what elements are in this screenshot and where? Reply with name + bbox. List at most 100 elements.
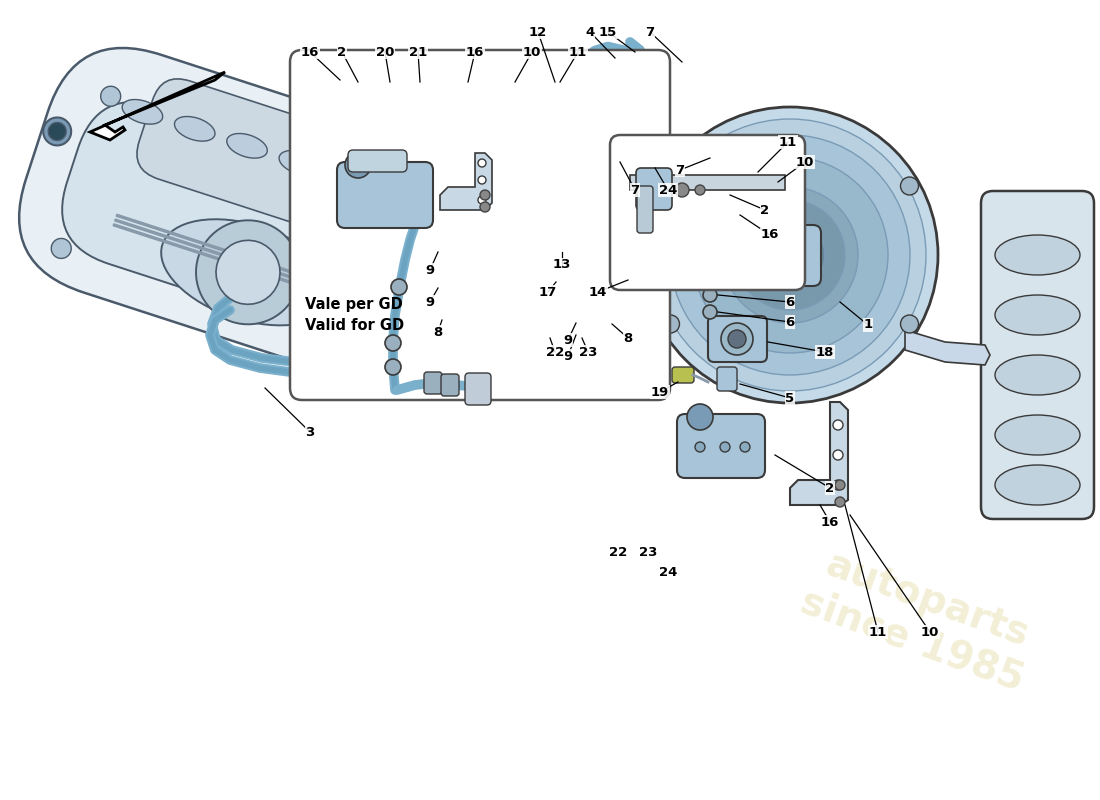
Circle shape [385,335,402,351]
Circle shape [216,240,280,304]
Circle shape [833,480,843,490]
Text: 2: 2 [825,482,835,494]
FancyBboxPatch shape [290,50,670,400]
Circle shape [385,359,402,375]
Circle shape [452,201,473,221]
FancyArrow shape [113,224,399,318]
Polygon shape [440,153,492,210]
Text: 22: 22 [609,546,627,558]
Text: 11: 11 [779,135,798,149]
Circle shape [788,235,800,247]
Circle shape [641,296,654,310]
Circle shape [703,288,717,302]
FancyBboxPatch shape [708,316,767,362]
Circle shape [101,86,121,106]
Circle shape [48,122,66,141]
Text: 19: 19 [651,386,669,398]
Circle shape [695,185,705,195]
Text: a passion for parts since 1985: a passion for parts since 1985 [293,186,568,354]
FancyArrow shape [114,219,400,314]
Text: 17: 17 [539,286,557,298]
Text: 10: 10 [921,626,939,638]
Circle shape [52,238,72,258]
Text: 3: 3 [306,426,315,438]
Circle shape [588,297,603,311]
Text: 9: 9 [426,295,434,309]
FancyBboxPatch shape [676,414,764,478]
Text: 8: 8 [433,326,442,338]
Text: 23: 23 [639,546,657,558]
Circle shape [43,118,72,146]
Ellipse shape [996,235,1080,275]
Circle shape [755,220,825,290]
Ellipse shape [227,134,267,158]
Text: 16: 16 [465,46,484,58]
Text: 6: 6 [785,315,794,329]
Text: 24: 24 [659,183,678,197]
FancyBboxPatch shape [672,367,694,383]
Text: 5: 5 [785,391,794,405]
FancyBboxPatch shape [637,186,653,233]
Text: autoparts
since 1985: autoparts since 1985 [795,542,1044,698]
FancyBboxPatch shape [337,162,433,228]
Text: 13: 13 [553,258,571,271]
Text: 24: 24 [659,566,678,578]
Circle shape [403,353,424,373]
Ellipse shape [996,415,1080,455]
Text: 2: 2 [760,203,770,217]
Circle shape [901,177,918,195]
Text: 21: 21 [409,46,427,58]
Circle shape [720,323,754,355]
Circle shape [728,330,746,348]
Circle shape [703,305,717,319]
Text: 1: 1 [864,318,872,331]
Text: 7: 7 [646,26,654,38]
Circle shape [692,157,888,353]
Ellipse shape [996,295,1080,335]
Circle shape [788,265,800,277]
Text: 23: 23 [579,346,597,358]
FancyArrow shape [117,214,403,309]
Text: 4: 4 [585,26,595,38]
Circle shape [390,279,407,295]
Ellipse shape [122,99,163,124]
Circle shape [661,315,680,333]
Circle shape [695,442,705,452]
Polygon shape [905,330,990,365]
Circle shape [553,277,563,287]
Circle shape [835,497,845,507]
Circle shape [345,152,371,178]
Circle shape [563,330,579,346]
FancyBboxPatch shape [441,374,459,396]
Ellipse shape [162,219,334,326]
Circle shape [901,315,918,333]
Circle shape [688,404,713,430]
Circle shape [835,480,845,490]
Ellipse shape [279,150,320,175]
Circle shape [833,450,843,460]
Circle shape [670,135,910,375]
Circle shape [632,269,647,283]
Circle shape [675,183,689,197]
FancyBboxPatch shape [981,191,1094,519]
Text: 2: 2 [338,46,346,58]
Circle shape [740,442,750,452]
Text: 6: 6 [785,295,794,309]
FancyBboxPatch shape [424,372,442,394]
FancyBboxPatch shape [767,225,821,286]
Ellipse shape [384,185,425,209]
Text: 7: 7 [630,183,639,197]
Text: 9: 9 [563,334,573,346]
Text: 11: 11 [569,46,587,58]
FancyBboxPatch shape [348,150,407,172]
Circle shape [833,420,843,430]
Text: 15: 15 [598,26,617,38]
Circle shape [654,119,926,391]
Text: 9: 9 [563,350,573,362]
FancyBboxPatch shape [548,225,574,257]
Text: 11: 11 [869,626,887,638]
Circle shape [661,177,680,195]
Circle shape [788,249,800,261]
FancyBboxPatch shape [465,373,491,405]
Circle shape [478,176,486,184]
